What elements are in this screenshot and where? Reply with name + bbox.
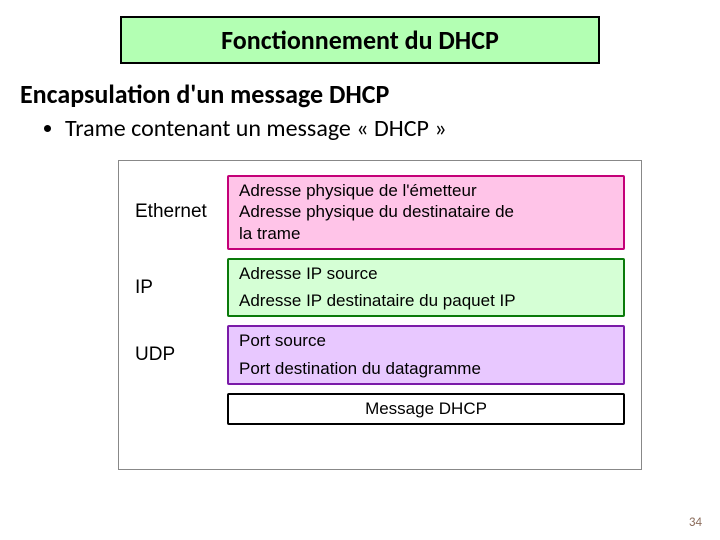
- diagram-row: EthernetAdresse physique de l'émetteurAd…: [135, 175, 625, 250]
- bullet-line: Trame contenant un message « DHCP »: [44, 114, 447, 143]
- row-spacer: [135, 385, 625, 393]
- diagram-row: UDP Port source Port destination du datagr…: [135, 325, 625, 385]
- layer-box-line: Adresse IP destinataire du paquet IP: [239, 290, 613, 311]
- row-spacer: [135, 317, 625, 325]
- bullet-text: Trame contenant un message « DHCP »: [65, 114, 447, 143]
- diagram-row: Message DHCP: [135, 393, 625, 425]
- layer-box: Port source Port destination du datagramm…: [227, 325, 625, 385]
- layer-box-line: Message DHCP: [239, 398, 613, 419]
- slide-subtitle: Encapsulation d'un message DHCP: [20, 78, 389, 110]
- layer-box: Adresse IP source Adresse IP destinataire…: [227, 258, 625, 318]
- slide-title: Fonctionnement du DHCP: [120, 16, 600, 64]
- layer-label: UDP: [135, 344, 227, 366]
- slide: Fonctionnement du DHCP Encapsulation d'u…: [0, 0, 720, 540]
- layer-box-line: la trame: [239, 223, 613, 244]
- layer-box: Adresse physique de l'émetteurAdresse ph…: [227, 175, 625, 250]
- layer-box-line: Adresse IP source: [239, 263, 613, 284]
- layer-box-line: Port destination du datagramme: [239, 358, 613, 379]
- page-number: 34: [689, 515, 702, 530]
- layer-box-line: Adresse physique du destinataire de: [239, 201, 613, 222]
- bullet-dot-icon: [44, 125, 51, 132]
- layer-box-line: Port source: [239, 330, 613, 351]
- diagram-row: IP Adresse IP source Adresse IP destinatai…: [135, 258, 625, 318]
- layer-label: IP: [135, 277, 227, 299]
- layer-box: Message DHCP: [227, 393, 625, 425]
- layer-label: Ethernet: [135, 201, 227, 223]
- layer-box-line: Adresse physique de l'émetteur: [239, 180, 613, 201]
- encapsulation-diagram: EthernetAdresse physique de l'émetteurAd…: [118, 160, 642, 470]
- row-spacer: [135, 250, 625, 258]
